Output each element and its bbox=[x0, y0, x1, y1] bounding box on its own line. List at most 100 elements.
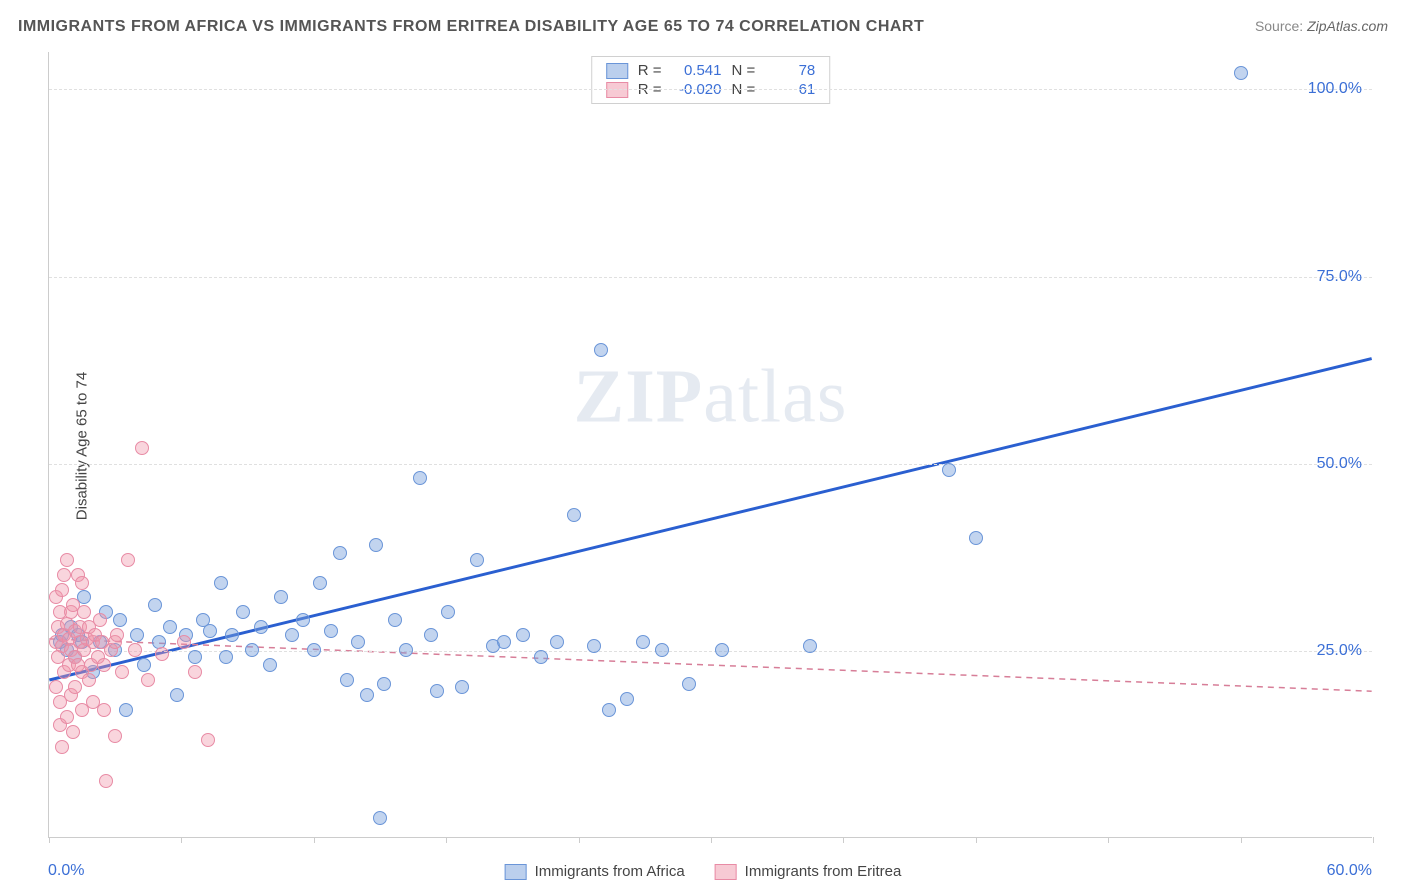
y-tick-label: 75.0% bbox=[1317, 268, 1362, 286]
x-tick-max: 60.0% bbox=[1327, 862, 1372, 880]
x-tick bbox=[711, 837, 712, 843]
x-tick bbox=[1241, 837, 1242, 843]
scatter-point bbox=[68, 680, 82, 694]
r-key: R = bbox=[638, 62, 662, 79]
r-val: 0.541 bbox=[672, 62, 722, 79]
scatter-point bbox=[388, 613, 402, 627]
source-value: ZipAtlas.com bbox=[1307, 18, 1388, 34]
x-tick bbox=[446, 837, 447, 843]
scatter-point bbox=[188, 665, 202, 679]
scatter-point bbox=[201, 733, 215, 747]
scatter-point bbox=[602, 703, 616, 717]
scatter-point bbox=[594, 343, 608, 357]
scatter-point bbox=[636, 635, 650, 649]
trend-line bbox=[49, 359, 1371, 680]
scatter-point bbox=[682, 677, 696, 691]
scatter-point bbox=[254, 620, 268, 634]
scatter-point bbox=[470, 553, 484, 567]
scatter-point bbox=[219, 650, 233, 664]
scatter-point bbox=[99, 774, 113, 788]
watermark: ZIPatlas bbox=[574, 354, 848, 441]
x-tick bbox=[49, 837, 50, 843]
y-tick-label: 25.0% bbox=[1317, 642, 1362, 660]
scatter-point bbox=[413, 471, 427, 485]
chart-title: IMMIGRANTS FROM AFRICA VS IMMIGRANTS FRO… bbox=[18, 18, 924, 36]
scatter-point bbox=[130, 628, 144, 642]
x-tick bbox=[1108, 837, 1109, 843]
x-tick bbox=[976, 837, 977, 843]
scatter-point bbox=[340, 673, 354, 687]
scatter-point bbox=[497, 635, 511, 649]
scatter-point bbox=[135, 441, 149, 455]
scatter-point bbox=[245, 643, 259, 657]
scatter-point bbox=[108, 729, 122, 743]
scatter-point bbox=[441, 605, 455, 619]
scatter-point bbox=[424, 628, 438, 642]
scatter-point bbox=[369, 538, 383, 552]
scatter-point bbox=[285, 628, 299, 642]
scatter-point bbox=[534, 650, 548, 664]
scatter-point bbox=[587, 639, 601, 653]
x-tick bbox=[843, 837, 844, 843]
source-attribution: Source: ZipAtlas.com bbox=[1255, 18, 1388, 34]
plot-area: ZIPatlas R = 0.541 N = 78 R = -0.020 N =… bbox=[48, 52, 1372, 838]
scatter-point bbox=[75, 576, 89, 590]
scatter-point bbox=[113, 613, 127, 627]
scatter-point bbox=[655, 643, 669, 657]
scatter-point bbox=[516, 628, 530, 642]
scatter-point bbox=[163, 620, 177, 634]
scatter-point bbox=[373, 811, 387, 825]
y-tick-label: 50.0% bbox=[1317, 455, 1362, 473]
legend-swatch-pink bbox=[715, 864, 737, 880]
scatter-point bbox=[77, 605, 91, 619]
scatter-point bbox=[82, 673, 96, 687]
scatter-point bbox=[60, 553, 74, 567]
watermark-light: atlas bbox=[703, 355, 847, 439]
scatter-point bbox=[313, 576, 327, 590]
scatter-point bbox=[188, 650, 202, 664]
scatter-point bbox=[203, 624, 217, 638]
scatter-point bbox=[324, 624, 338, 638]
scatter-point bbox=[97, 658, 111, 672]
legend-item-eritrea: Immigrants from Eritrea bbox=[715, 863, 902, 880]
scatter-point bbox=[121, 553, 135, 567]
watermark-bold: ZIP bbox=[574, 355, 704, 439]
scatter-point bbox=[119, 703, 133, 717]
scatter-point bbox=[170, 688, 184, 702]
scatter-point bbox=[55, 583, 69, 597]
y-tick-label: 100.0% bbox=[1308, 80, 1362, 98]
x-tick bbox=[314, 837, 315, 843]
x-tick bbox=[1373, 837, 1374, 843]
scatter-point bbox=[55, 740, 69, 754]
n-val: 78 bbox=[765, 62, 815, 79]
n-key: N = bbox=[732, 62, 756, 79]
scatter-point bbox=[351, 635, 365, 649]
scatter-point bbox=[803, 639, 817, 653]
scatter-point bbox=[307, 643, 321, 657]
scatter-point bbox=[155, 647, 169, 661]
legend-label: Immigrants from Africa bbox=[535, 863, 685, 880]
scatter-point bbox=[1234, 66, 1248, 80]
x-tick bbox=[579, 837, 580, 843]
scatter-point bbox=[137, 658, 151, 672]
scatter-point bbox=[360, 688, 374, 702]
gridline-h bbox=[49, 89, 1372, 90]
scatter-point bbox=[115, 665, 129, 679]
scatter-point bbox=[148, 598, 162, 612]
source-label: Source: bbox=[1255, 18, 1303, 34]
scatter-point bbox=[141, 673, 155, 687]
scatter-point bbox=[236, 605, 250, 619]
scatter-point bbox=[715, 643, 729, 657]
scatter-point bbox=[97, 703, 111, 717]
scatter-point bbox=[225, 628, 239, 642]
scatter-point bbox=[430, 684, 444, 698]
scatter-point bbox=[942, 463, 956, 477]
scatter-point bbox=[49, 680, 63, 694]
legend-label: Immigrants from Eritrea bbox=[745, 863, 902, 880]
legend-item-africa: Immigrants from Africa bbox=[505, 863, 685, 880]
legend-swatch-blue bbox=[505, 864, 527, 880]
chart-container: IMMIGRANTS FROM AFRICA VS IMMIGRANTS FRO… bbox=[0, 0, 1406, 892]
scatter-point bbox=[455, 680, 469, 694]
scatter-point bbox=[128, 643, 142, 657]
trend-lines-svg bbox=[49, 52, 1372, 837]
